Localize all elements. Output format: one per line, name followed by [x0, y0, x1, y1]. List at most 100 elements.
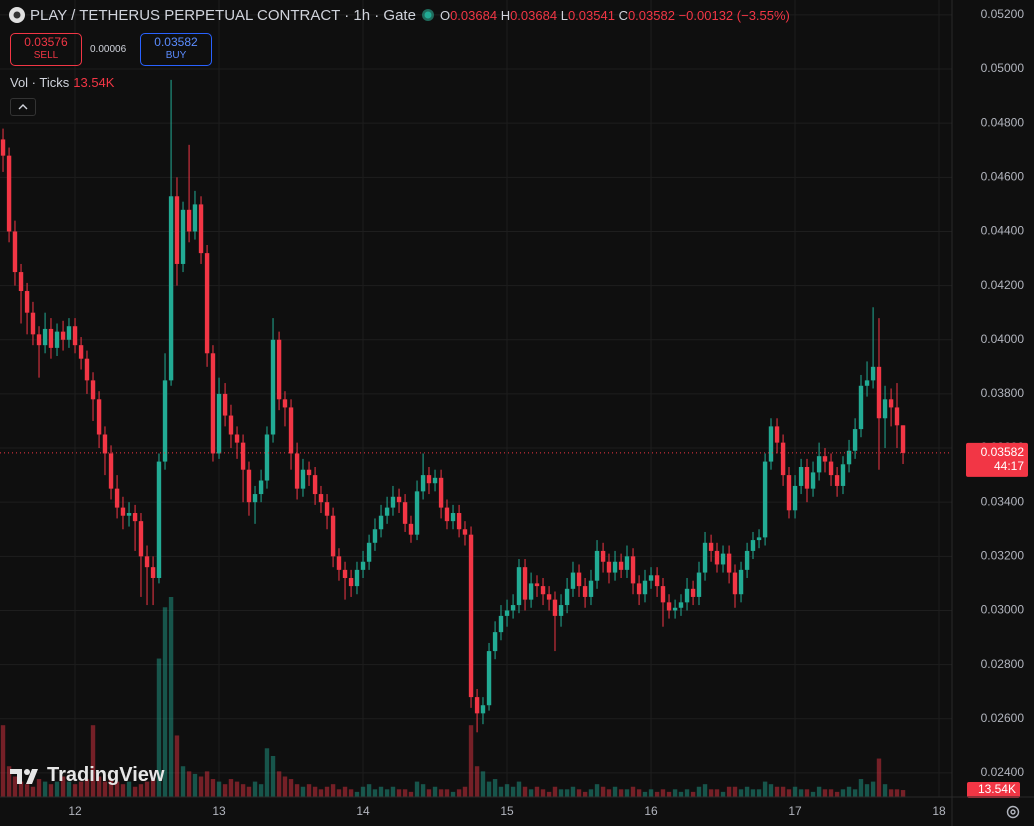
candle-body: [486, 651, 492, 706]
settings-icon[interactable]: [1006, 805, 1020, 819]
volume-bar: [666, 791, 672, 797]
ohlc-key: C: [618, 7, 628, 23]
candle-body: [366, 542, 372, 562]
y-tick-label: 0.03200: [981, 549, 1025, 563]
volume-bar: [324, 786, 330, 797]
volume-bar: [762, 781, 768, 797]
volume-bar: [366, 784, 372, 797]
sell-button[interactable]: 0.03576 SELL: [10, 33, 82, 66]
volume-bar: [570, 786, 576, 797]
volume-bar: [336, 789, 342, 797]
candle-body: [264, 434, 270, 481]
volume-bar: [438, 789, 444, 797]
volume-bar: [462, 786, 468, 797]
candle-body: [222, 393, 228, 416]
candle-body: [810, 472, 816, 489]
candle-body: [492, 632, 498, 652]
candle-body: [630, 556, 636, 584]
candle-body: [126, 513, 132, 516]
volume-bar: [480, 771, 486, 797]
volume-bar: [624, 789, 630, 797]
candle-body: [666, 602, 672, 611]
volume-bar: [312, 786, 318, 797]
candle-body: [288, 407, 294, 454]
ohlc-key: L: [560, 7, 568, 23]
candle-body: [402, 502, 408, 524]
volume-bar: [192, 773, 198, 797]
volume-bar: [558, 789, 564, 797]
candle-body: [108, 453, 114, 489]
buy-price: 0.03582: [154, 35, 198, 49]
y-tick-label: 0.04600: [981, 169, 1025, 183]
candles: [0, 79, 906, 733]
volume-bar: [528, 789, 534, 797]
candle-body: [834, 475, 840, 486]
volume-bar: [126, 781, 132, 797]
volume-bar: [240, 784, 246, 797]
volume-legend: Vol · Ticks 13.54K: [10, 75, 114, 90]
candle-body: [210, 353, 216, 454]
volume-tag-value: 13.54K: [978, 782, 1016, 796]
candle-body: [54, 331, 60, 348]
candle-body: [432, 477, 438, 484]
ohlc-value: 0.03541: [567, 7, 615, 23]
candle-body: [408, 523, 414, 535]
candle-body: [354, 569, 360, 587]
y-tick-label: 0.05200: [981, 7, 1025, 21]
y-tick-label: 0.03400: [981, 494, 1025, 508]
volume-bar: [768, 784, 774, 797]
volume-bar: [546, 791, 552, 797]
candle-body: [462, 529, 468, 535]
volume-bar: [594, 784, 600, 797]
volume-bar: [804, 789, 810, 797]
candle-body: [858, 385, 864, 430]
volume-bar: [564, 789, 570, 797]
volume-bar: [294, 784, 300, 797]
volume-bar: [156, 658, 162, 797]
logo-dot: [24, 768, 30, 775]
volume-bar: [282, 776, 288, 797]
volume-bar: [474, 766, 480, 797]
candle-body: [540, 586, 546, 595]
candle-body: [444, 507, 450, 522]
candle-body: [372, 529, 378, 543]
candle-body: [720, 553, 726, 565]
candle-body: [552, 599, 558, 616]
buy-button[interactable]: 0.03582 BUY: [140, 33, 212, 66]
candle-body: [504, 610, 510, 616]
volume-bar: [636, 789, 642, 797]
volume-bar: [540, 789, 546, 797]
volume-bar: [882, 784, 888, 797]
volume-bar: [900, 790, 906, 797]
candle-body: [36, 334, 42, 346]
candle-body: [636, 583, 642, 595]
x-tick-label: 15: [500, 804, 514, 818]
volume-bar: [384, 789, 390, 797]
candle-body: [654, 575, 660, 587]
candle-body: [510, 605, 516, 611]
volume-bar: [0, 725, 6, 797]
candle-body: [696, 572, 702, 597]
volume-bar: [42, 781, 48, 797]
candle-body: [396, 496, 402, 503]
logo: TradingView: [10, 764, 164, 787]
candle-body: [762, 461, 768, 538]
volume-bar: [30, 786, 36, 797]
volume-bar: [6, 766, 12, 797]
volume-bar: [576, 789, 582, 797]
candle-body: [708, 542, 714, 551]
candle-body: [240, 442, 246, 470]
volume-bar: [144, 781, 150, 797]
volume-bar: [582, 791, 588, 797]
volume-bar: [162, 607, 168, 797]
candle-body: [546, 594, 552, 600]
collapse-button[interactable]: [10, 98, 36, 116]
volume-bar: [534, 786, 540, 797]
volume-bar: [396, 789, 402, 797]
volume-bar: [60, 776, 66, 797]
y-tick-label: 0.04000: [981, 332, 1025, 346]
candle-body: [192, 204, 198, 232]
x-tick-label: 17: [788, 804, 802, 818]
candle-body: [336, 556, 342, 570]
candle-body: [30, 312, 36, 335]
